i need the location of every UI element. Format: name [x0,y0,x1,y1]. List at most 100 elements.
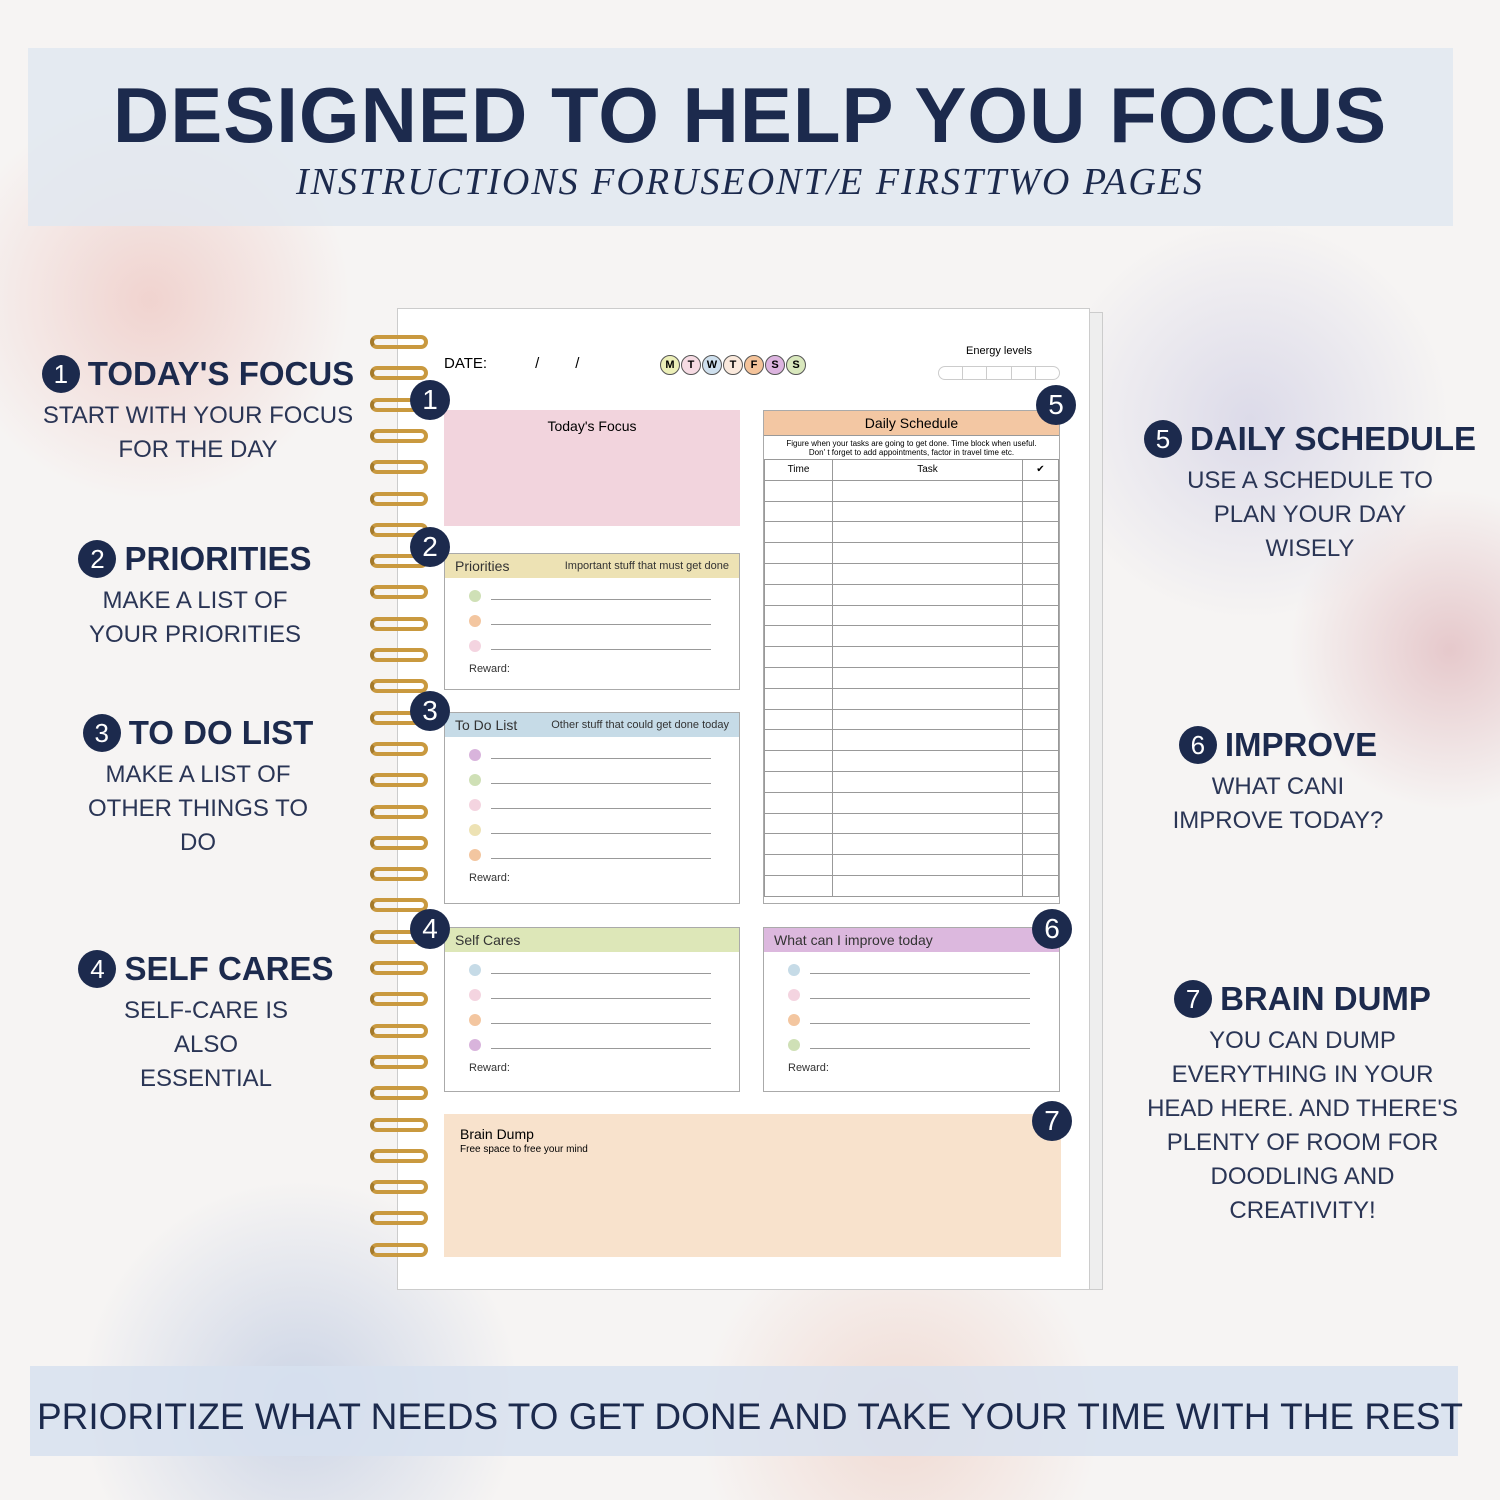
time-cell[interactable] [764,625,833,648]
task-cell[interactable] [832,604,1023,627]
list-item[interactable] [788,1012,1059,1027]
list-item[interactable] [469,1037,739,1052]
task-cell[interactable] [832,812,1023,835]
schedule-row[interactable] [764,500,1059,523]
list-item[interactable] [469,588,739,603]
write-line[interactable] [491,966,711,974]
schedule-row[interactable] [764,854,1059,876]
task-cell[interactable] [832,625,1023,648]
list-item[interactable] [469,613,739,628]
schedule-row[interactable] [764,708,1059,731]
list-item[interactable] [469,797,739,812]
schedule-row[interactable] [764,479,1059,502]
schedule-row[interactable] [764,874,1059,897]
write-line[interactable] [810,1041,1030,1049]
check-cell[interactable] [1022,729,1059,752]
schedule-row[interactable] [764,604,1059,627]
schedule-row[interactable] [764,562,1059,585]
improve-box[interactable]: What can I improve today Reward: [763,927,1060,1092]
energy-segment[interactable] [987,367,1012,379]
time-cell[interactable] [764,812,833,835]
list-item[interactable] [788,1037,1059,1052]
write-line[interactable] [491,1041,711,1049]
list-item[interactable] [469,747,739,762]
check-cell[interactable] [1022,687,1059,710]
time-cell[interactable] [764,521,833,544]
check-cell[interactable] [1022,791,1059,814]
time-cell[interactable] [764,770,833,793]
day-0[interactable]: M [660,355,680,375]
task-cell[interactable] [832,646,1023,668]
priorities-box[interactable]: Priorities Important stuff that must get … [444,553,740,690]
time-cell[interactable] [764,646,833,668]
task-cell[interactable] [832,500,1023,523]
day-2[interactable]: W [702,355,722,375]
time-cell[interactable] [764,687,833,710]
task-cell[interactable] [832,583,1023,606]
check-cell[interactable] [1022,666,1059,689]
brain-dump-box[interactable]: Brain Dump Free space to free your mind [444,1114,1061,1257]
check-cell[interactable] [1022,854,1059,876]
day-4[interactable]: F [744,355,764,375]
check-cell[interactable] [1022,479,1059,502]
time-cell[interactable] [764,750,833,772]
task-cell[interactable] [832,521,1023,544]
task-cell[interactable] [832,708,1023,731]
schedule-row[interactable] [764,833,1059,856]
list-item[interactable] [469,772,739,787]
list-item[interactable] [469,638,739,653]
write-line[interactable] [491,776,711,784]
day-5[interactable]: S [765,355,785,375]
write-line[interactable] [491,851,711,859]
check-cell[interactable] [1022,770,1059,793]
schedule-row[interactable] [764,770,1059,793]
todo-box[interactable]: To Do List Other stuff that could get don… [444,712,740,904]
task-cell[interactable] [832,874,1023,897]
energy-segment[interactable] [963,367,988,379]
task-cell[interactable] [832,854,1023,876]
time-cell[interactable] [764,562,833,585]
todays-focus-box[interactable]: Today's Focus [444,410,740,526]
schedule-row[interactable] [764,583,1059,606]
write-line[interactable] [491,991,711,999]
list-item[interactable] [469,962,739,977]
time-cell[interactable] [764,833,833,856]
task-cell[interactable] [832,562,1023,585]
day-3[interactable]: T [723,355,743,375]
energy-segment[interactable] [1012,367,1036,379]
task-cell[interactable] [832,833,1023,856]
check-cell[interactable] [1022,542,1059,564]
task-cell[interactable] [832,729,1023,752]
task-cell[interactable] [832,770,1023,793]
schedule-row[interactable] [764,542,1059,564]
schedule-row[interactable] [764,729,1059,752]
task-cell[interactable] [832,750,1023,772]
check-cell[interactable] [1022,604,1059,627]
list-item[interactable] [469,822,739,837]
check-cell[interactable] [1022,521,1059,544]
write-line[interactable] [491,642,711,650]
energy-segment[interactable] [939,367,964,379]
check-cell[interactable] [1022,500,1059,523]
check-cell[interactable] [1022,750,1059,772]
schedule-row[interactable] [764,625,1059,648]
time-cell[interactable] [764,708,833,731]
task-cell[interactable] [832,791,1023,814]
schedule-row[interactable] [764,687,1059,710]
time-cell[interactable] [764,791,833,814]
list-item[interactable] [469,1012,739,1027]
write-line[interactable] [810,966,1030,974]
schedule-row[interactable] [764,666,1059,689]
time-cell[interactable] [764,874,833,897]
check-cell[interactable] [1022,812,1059,835]
write-line[interactable] [491,1016,711,1024]
energy-segment[interactable] [1036,367,1059,379]
time-cell[interactable] [764,500,833,523]
write-line[interactable] [491,801,711,809]
schedule-row[interactable] [764,750,1059,772]
check-cell[interactable] [1022,646,1059,668]
write-line[interactable] [491,592,711,600]
task-cell[interactable] [832,542,1023,564]
schedule-row[interactable] [764,791,1059,814]
